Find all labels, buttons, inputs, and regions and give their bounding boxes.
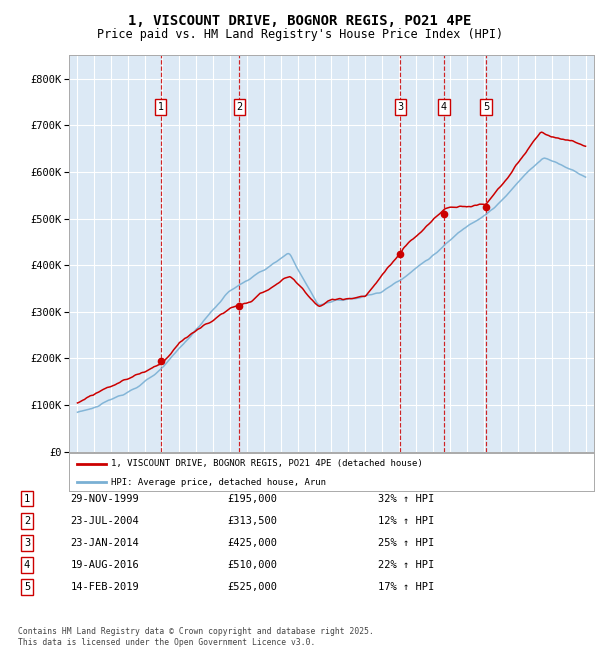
Text: 29-NOV-1999: 29-NOV-1999 <box>71 493 139 504</box>
Text: 17% ↑ HPI: 17% ↑ HPI <box>378 582 434 592</box>
Text: £510,000: £510,000 <box>227 560 277 570</box>
Text: 12% ↑ HPI: 12% ↑ HPI <box>378 515 434 526</box>
Text: 1: 1 <box>24 493 30 504</box>
Text: 1, VISCOUNT DRIVE, BOGNOR REGIS, PO21 4PE (detached house): 1, VISCOUNT DRIVE, BOGNOR REGIS, PO21 4P… <box>111 459 423 468</box>
Text: £525,000: £525,000 <box>227 582 277 592</box>
Text: 3: 3 <box>24 538 30 548</box>
Text: 22% ↑ HPI: 22% ↑ HPI <box>378 560 434 570</box>
Text: 23-JUL-2004: 23-JUL-2004 <box>71 515 139 526</box>
Text: 32% ↑ HPI: 32% ↑ HPI <box>378 493 434 504</box>
Text: 5: 5 <box>483 102 489 112</box>
Text: 3: 3 <box>397 102 403 112</box>
Text: £313,500: £313,500 <box>227 515 277 526</box>
Text: 5: 5 <box>24 582 30 592</box>
Text: Price paid vs. HM Land Registry's House Price Index (HPI): Price paid vs. HM Land Registry's House … <box>97 28 503 41</box>
Text: 1, VISCOUNT DRIVE, BOGNOR REGIS, PO21 4PE: 1, VISCOUNT DRIVE, BOGNOR REGIS, PO21 4P… <box>128 14 472 29</box>
Text: 2: 2 <box>236 102 242 112</box>
Text: 2: 2 <box>24 515 30 526</box>
Text: 25% ↑ HPI: 25% ↑ HPI <box>378 538 434 548</box>
Text: £425,000: £425,000 <box>227 538 277 548</box>
Text: 19-AUG-2016: 19-AUG-2016 <box>71 560 139 570</box>
Text: HPI: Average price, detached house, Arun: HPI: Average price, detached house, Arun <box>111 478 326 487</box>
Text: 4: 4 <box>24 560 30 570</box>
Text: 1: 1 <box>158 102 164 112</box>
Text: 14-FEB-2019: 14-FEB-2019 <box>71 582 139 592</box>
Text: 23-JAN-2014: 23-JAN-2014 <box>71 538 139 548</box>
Text: 4: 4 <box>441 102 447 112</box>
Text: Contains HM Land Registry data © Crown copyright and database right 2025.
This d: Contains HM Land Registry data © Crown c… <box>18 627 374 647</box>
Text: £195,000: £195,000 <box>227 493 277 504</box>
